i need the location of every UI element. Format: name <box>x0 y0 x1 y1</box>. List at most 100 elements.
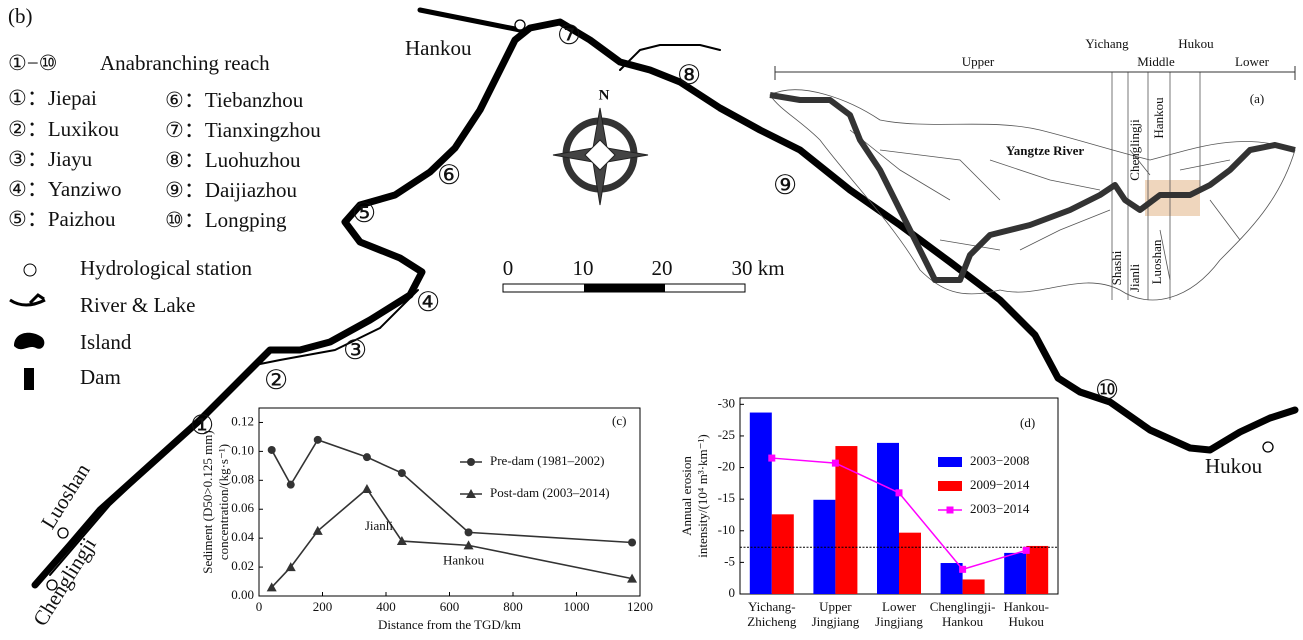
label-line: Zhicheng <box>747 614 797 629</box>
marker <box>313 435 322 444</box>
station-label: Hankou <box>405 36 472 60</box>
bar <box>899 532 921 594</box>
y-tick-label: 0.06 <box>231 500 254 515</box>
bar <box>962 579 985 594</box>
reach-markers: ① ② ③ ④ ⑤ ⑥ ⑦ ⑧ ⑨ ⑩ <box>190 20 1119 440</box>
marker <box>467 458 475 466</box>
reach-item: ①：Jiepai <box>8 86 97 110</box>
reach-item: ⑥：Tiebanzhou <box>165 88 304 112</box>
inset-reach: Middle <box>1137 54 1175 69</box>
legend-island-icon <box>14 332 45 350</box>
x-axis-label: Distance from the TGD/km <box>378 617 521 632</box>
inset-reach: Upper <box>962 54 995 69</box>
marker <box>286 480 295 489</box>
inset-reach: Lower <box>1235 54 1270 69</box>
y-tick-label: -10 <box>718 522 735 537</box>
legend-station-icon <box>23 263 37 277</box>
inset-place: Shashi <box>1109 250 1124 285</box>
river-map <box>31 7 1299 589</box>
inset-panel: (a) <box>1250 91 1264 106</box>
reach-item: ⑤：Paizhou <box>8 207 116 231</box>
label-line: Lower <box>882 599 917 614</box>
y-tick-label: 0.10 <box>231 442 254 457</box>
north-label: N <box>599 87 610 103</box>
reach-item: ④：Yanziwo <box>8 177 122 201</box>
marker <box>361 483 372 493</box>
reach-item: ③：Jiayu <box>8 147 93 171</box>
x-tick-label: 800 <box>503 599 523 614</box>
reach-marker: ⑧ <box>677 60 701 90</box>
panel-label: (b) <box>8 4 33 28</box>
y-tick-label: 0.02 <box>231 558 254 573</box>
label-line: Jingjiang <box>812 614 860 629</box>
marker <box>768 454 776 462</box>
bar <box>1026 545 1049 594</box>
scale-label: 10 <box>573 256 594 280</box>
bar <box>940 563 963 594</box>
y-tick-label: 0.08 <box>231 471 254 486</box>
x-tick-label: Chenglingji-Hankou <box>930 599 996 629</box>
legend-marker <box>946 506 954 514</box>
reach-marker: ④ <box>416 287 440 317</box>
bar <box>771 514 794 594</box>
legend-label: Post-dam (2003–2014) <box>490 485 610 500</box>
compass: N <box>552 87 649 206</box>
marker <box>959 565 967 573</box>
marker <box>831 459 839 467</box>
label-line: Jingjiang <box>875 614 923 629</box>
y-tick-label: 0 <box>729 585 736 600</box>
plot-frame <box>258 407 641 597</box>
x-tick-label: Hankou-Hukou <box>1003 599 1049 629</box>
bar <box>877 442 899 594</box>
reach-marker: ③ <box>343 335 367 365</box>
marker <box>285 562 296 572</box>
marker <box>463 540 474 550</box>
marker <box>362 453 371 462</box>
x-tick-label: 0 <box>256 599 263 614</box>
label-line: Yichang- <box>748 599 796 614</box>
label-line: Hankou- <box>1003 599 1049 614</box>
marker <box>396 536 407 546</box>
y-axis-label: intensity/(10⁴ m³·km⁻¹) <box>695 434 710 558</box>
marker <box>627 573 638 583</box>
legend-label: 2003−2008 <box>970 453 1029 468</box>
label-line: Upper <box>819 599 852 614</box>
legend-label: 2009−2014 <box>970 477 1030 492</box>
reach-item: ②：Luxikou <box>8 117 119 141</box>
x-tick-label: 1000 <box>564 599 590 614</box>
legend-item: River & Lake <box>80 293 195 317</box>
scale-bar: 0 10 20 30 km <box>502 256 785 293</box>
inset-place: Jianli <box>1127 264 1142 293</box>
y-tick-label: -20 <box>718 459 735 474</box>
legend-item: Island <box>80 330 132 354</box>
inset-bound: Hukou <box>1178 36 1214 51</box>
y-tick-label: 0.12 <box>231 413 254 428</box>
scale-label: 0 <box>503 256 514 280</box>
label-line: Chenglingji- <box>930 599 996 614</box>
marker <box>1022 546 1030 554</box>
y-axis-label: concentration/(kg·s⁻¹) <box>216 444 231 560</box>
reach-marker: ⑦ <box>557 20 581 50</box>
x-tick-label: Yichang-Zhicheng <box>747 599 797 629</box>
marker <box>267 445 276 454</box>
legend-item: Dam <box>80 365 121 389</box>
reach-marker: ② <box>264 365 288 395</box>
legend-dam-icon <box>24 368 34 390</box>
y-tick-label: -15 <box>718 490 735 505</box>
inset-bound: Yichang <box>1085 36 1129 51</box>
marker <box>266 582 277 592</box>
marker <box>895 489 903 497</box>
legend-title: Anabranching reach <box>100 51 270 75</box>
reach-marker: ⑥ <box>437 160 461 190</box>
inset-place: Chenglingji <box>1127 119 1142 181</box>
reach-item: ⑨：Daijiazhou <box>165 178 297 202</box>
legend-item: Hydrological station <box>80 256 253 280</box>
marker <box>464 528 473 537</box>
y-tick-label: 0.04 <box>231 529 254 544</box>
legend-swatch <box>938 481 962 491</box>
legend-river-icon <box>9 293 46 307</box>
inset-river: Yangtze River <box>1006 143 1085 158</box>
reach-marker: ⑤ <box>352 198 376 228</box>
x-tick-label: Lower Jingjiang <box>875 599 923 629</box>
